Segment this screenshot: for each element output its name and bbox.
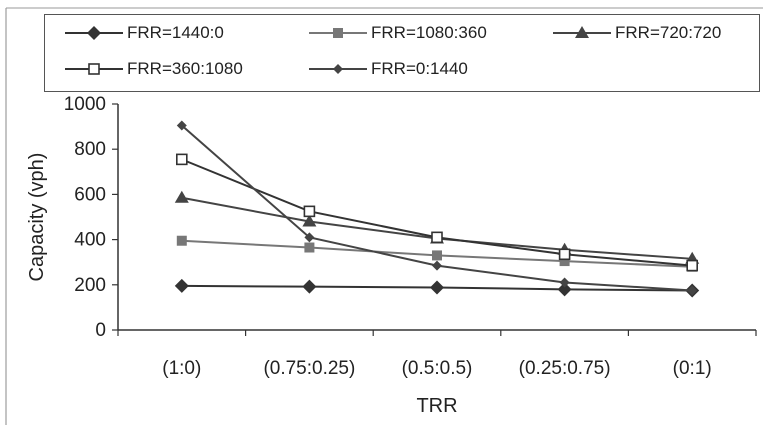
legend-label-4: FRR=360:1080 [127, 59, 243, 78]
x-tick-label-3: (0.25:0.75) [519, 358, 611, 379]
legend-marker-3 [575, 26, 589, 38]
x-tick-label-4: (0:1) [673, 358, 712, 379]
series-4-point-4 [558, 248, 571, 261]
series-line-3 [181, 196, 693, 260]
y-axis-title: Capacity (vph) [26, 153, 48, 282]
series-3-point-2 [302, 214, 317, 227]
legend-item-3: FRR=720:720 [551, 20, 721, 46]
series-1-point-3 [430, 280, 444, 295]
series-2-point-2 [304, 242, 315, 253]
legend: FRR=1440:0 FRR=1080:360 FRR=720:720 FRR=… [44, 14, 760, 92]
legend-item-4: FRR=360:1080 [63, 56, 243, 82]
y-tick-label-4: 800 [74, 139, 106, 160]
series-1-point-1 [174, 278, 189, 293]
series-2-point-1 [176, 235, 187, 246]
legend-item-1: FRR=1440:0 [63, 20, 224, 46]
legend-swatch-3 [553, 26, 611, 38]
y-tick-label-3: 600 [74, 184, 106, 205]
legend-swatch-4 [65, 63, 123, 75]
legend-marker-5 [333, 64, 343, 74]
series-3-point-1 [174, 190, 189, 203]
legend-marker-2 [333, 28, 343, 38]
legend-marker-1 [87, 26, 101, 40]
legend-item-5: FRR=0:1440 [307, 56, 468, 82]
legend-swatch-2 [309, 28, 367, 38]
y-tick-label-1: 200 [74, 275, 106, 296]
legend-swatch-1 [65, 26, 123, 40]
series-5-point-4 [559, 277, 570, 288]
series-2-point-4 [559, 256, 570, 267]
x-tick-label-2: (0.5:0.5) [402, 358, 473, 379]
series-4-point-5 [686, 259, 699, 272]
series-5-point-1 [176, 120, 187, 131]
series-1-point-2 [302, 279, 317, 294]
axes-layer [5, 7, 763, 425]
x-tick-label-1: (0.75:0.25) [263, 358, 355, 379]
legend-marker-4 [88, 63, 100, 75]
series-5-point-5 [687, 285, 698, 296]
series-1 [174, 278, 700, 298]
series-5 [176, 120, 698, 296]
series-4-point-1 [176, 153, 188, 166]
series-layer [174, 120, 700, 298]
series-4-point-3 [431, 231, 443, 244]
series-2-point-3 [432, 250, 442, 261]
x-axis-title: TRR [416, 395, 457, 417]
legend-label-5: FRR=0:1440 [371, 59, 468, 78]
series-4-point-2 [303, 205, 316, 218]
legend-label-3: FRR=720:720 [615, 23, 722, 42]
labels-layer: 0 200 400 600 800 1000 (1:0) (0.75:0.25) (0.5:0.… [26, 94, 712, 417]
legend-swatch-5 [309, 64, 367, 74]
series-5-point-3 [432, 260, 442, 271]
legend-item-2: FRR=1080:360 [307, 20, 487, 46]
series-1-point-4 [557, 282, 572, 297]
series-5-point-2 [304, 232, 315, 243]
y-tick-label-0: 0 [95, 320, 106, 341]
y-tick-label-2: 400 [74, 230, 106, 251]
series-4 [176, 153, 699, 272]
y-tick-label-5: 1000 [64, 94, 106, 115]
x-tick-label-0: (1:0) [162, 358, 201, 379]
legend-label-2: FRR=1080:360 [371, 23, 487, 42]
legend-label-1: FRR=1440:0 [127, 23, 224, 42]
